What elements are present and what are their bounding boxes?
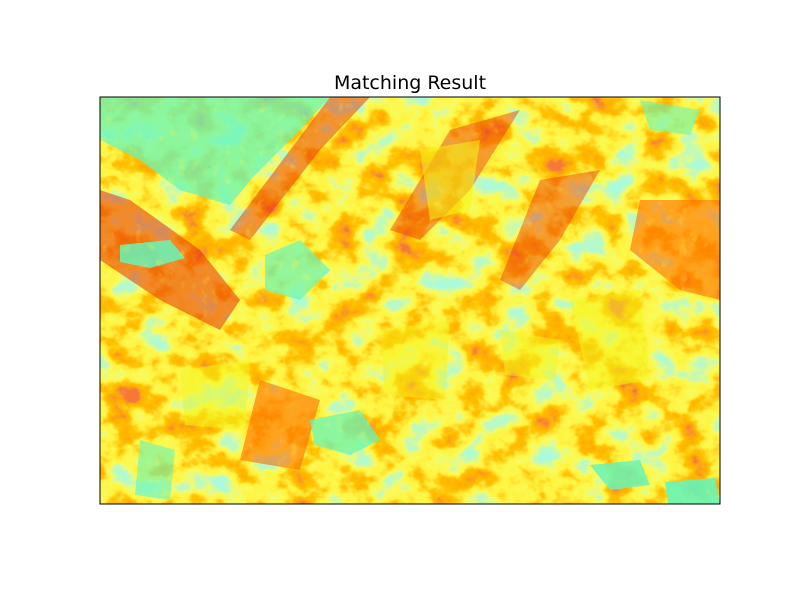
heatmap-fine-detail bbox=[100, 97, 720, 504]
heatmap-image bbox=[100, 97, 720, 504]
plot-frame bbox=[99, 96, 721, 505]
chart-title: Matching Result bbox=[334, 72, 486, 94]
